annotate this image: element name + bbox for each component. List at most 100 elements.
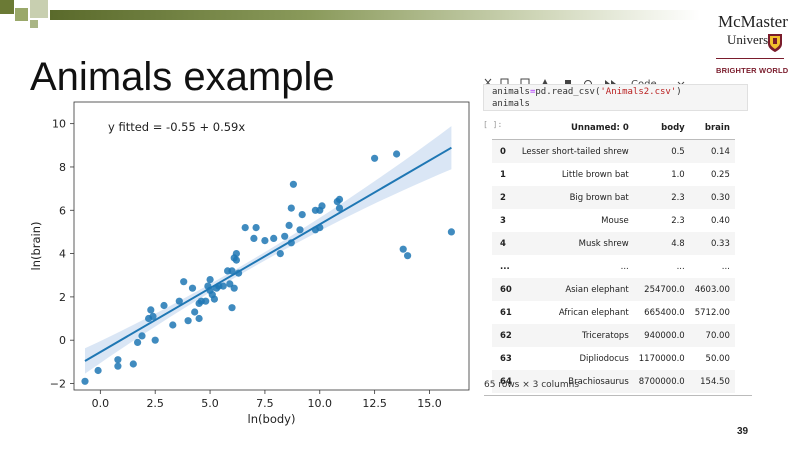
data-point xyxy=(281,232,289,240)
data-point xyxy=(335,204,344,212)
data-point xyxy=(149,312,157,320)
table-row: 2 Big brown bat 2.3 0.30 xyxy=(492,186,735,209)
table-row: 3 Mouse 2.3 0.40 xyxy=(492,209,735,232)
table-row: 62 Triceratops 940000.0 70.00 xyxy=(492,324,735,347)
y-axis-label: ln(brain) xyxy=(29,221,43,270)
table-cell: Triceratops xyxy=(581,330,629,341)
decor-square xyxy=(30,20,38,28)
stop-icon xyxy=(565,80,571,86)
code-cell[interactable]: animals=pd.read_csv('Animals2.csv') anim… xyxy=(483,84,748,111)
table-cell: Lesser short-tailed shrew xyxy=(521,146,629,157)
table-caption: 65 rows × 3 columns xyxy=(484,380,580,390)
table-cell: Mouse xyxy=(601,215,629,226)
code-paren: ) xyxy=(676,87,682,97)
decor-square xyxy=(15,8,28,21)
data-point xyxy=(184,317,192,325)
table-cell: 1170000.0 xyxy=(638,353,685,364)
y-tick-label: 8 xyxy=(59,161,66,174)
data-point xyxy=(175,297,183,305)
data-point xyxy=(210,295,218,303)
data-point xyxy=(228,267,236,275)
data-point xyxy=(81,377,89,385)
data-point xyxy=(276,250,284,258)
table-row: 61 African elephant 665400.0 5712.00 xyxy=(492,301,735,324)
data-point xyxy=(241,224,249,232)
table-cell: 665400.0 xyxy=(644,307,685,318)
data-point xyxy=(404,252,412,260)
table-cell: Little brown bat xyxy=(561,169,629,180)
table-row: 0 Lesser short-tailed shrew 0.5 0.14 xyxy=(492,139,735,163)
data-point xyxy=(371,154,379,162)
table-cell: 940000.0 xyxy=(644,330,685,341)
data-point xyxy=(270,234,278,242)
slide-title: Animals example xyxy=(30,55,335,99)
confidence-band xyxy=(85,126,452,374)
y-tick-label: 6 xyxy=(59,204,66,217)
y-tick-label: 4 xyxy=(59,248,66,261)
data-point xyxy=(188,284,197,292)
data-point xyxy=(252,224,260,232)
table-cell: 0.25 xyxy=(710,169,730,180)
table-cell: African elephant xyxy=(558,307,629,318)
data-point xyxy=(114,362,122,370)
table-cell: Asian elephant xyxy=(565,284,629,295)
data-point xyxy=(261,237,269,245)
data-point xyxy=(232,250,240,258)
data-point xyxy=(219,282,227,290)
y-tick-label: −2 xyxy=(50,378,66,391)
y-tick-label: 2 xyxy=(59,291,66,304)
data-point xyxy=(191,308,199,316)
logo-tagline: BRIGHTER WORLD xyxy=(716,66,789,75)
y-tick-label: 10 xyxy=(52,118,66,131)
table-row: 64 Brachiosaurus 8700000.0 154.50 xyxy=(492,370,735,393)
row-index: 0 xyxy=(500,146,506,157)
table-cell: 50.00 xyxy=(705,353,730,364)
data-point xyxy=(447,228,455,236)
row-index: 62 xyxy=(500,330,512,341)
row-index: 61 xyxy=(500,307,512,318)
row-index: 63 xyxy=(500,353,512,364)
table-cell: 5712.00 xyxy=(694,307,730,318)
y-tick-label: 0 xyxy=(59,334,66,347)
data-point xyxy=(160,301,168,310)
table-cell: ... xyxy=(721,261,730,272)
table-row: ............ xyxy=(492,255,735,278)
row-index: 4 xyxy=(500,238,506,249)
data-point xyxy=(180,278,188,286)
plot-frame xyxy=(73,101,470,391)
decor-square xyxy=(0,0,14,14)
table-row: 1 Little brown bat 1.0 0.25 xyxy=(492,163,735,186)
data-point xyxy=(335,195,344,203)
row-index: 1 xyxy=(500,169,506,180)
x-tick-label: 15.0 xyxy=(417,397,442,410)
table-cell: 2.3 xyxy=(671,192,685,203)
data-point xyxy=(318,202,326,210)
data-point xyxy=(289,180,297,188)
data-point xyxy=(202,297,210,305)
data-point xyxy=(114,356,122,364)
table-cell: ... xyxy=(620,261,629,272)
table-cell: 0.14 xyxy=(710,146,730,157)
x-tick-label: 0.0 xyxy=(92,397,110,410)
table-cell: 70.00 xyxy=(705,330,730,341)
data-point xyxy=(393,150,401,158)
table-cell: Musk shrew xyxy=(578,238,629,249)
shield-icon xyxy=(768,34,782,52)
data-point xyxy=(287,204,295,212)
row-index: 3 xyxy=(500,215,506,226)
data-point xyxy=(285,221,293,229)
x-tick-label: 5.0 xyxy=(201,397,219,410)
code-var: animals xyxy=(492,87,530,97)
data-point xyxy=(399,245,407,253)
table-cell: ... xyxy=(676,261,685,272)
data-point xyxy=(230,284,238,292)
table-cell: 4603.00 xyxy=(694,284,730,295)
data-point xyxy=(134,338,142,346)
code-string: 'Animals2.csv' xyxy=(600,87,677,97)
fit-line xyxy=(84,146,452,362)
data-point xyxy=(151,336,159,344)
table-cell: 4.8 xyxy=(671,238,685,249)
row-index: 64 xyxy=(500,376,512,387)
row-index: 2 xyxy=(500,192,506,203)
table-column-header: body xyxy=(633,116,690,140)
